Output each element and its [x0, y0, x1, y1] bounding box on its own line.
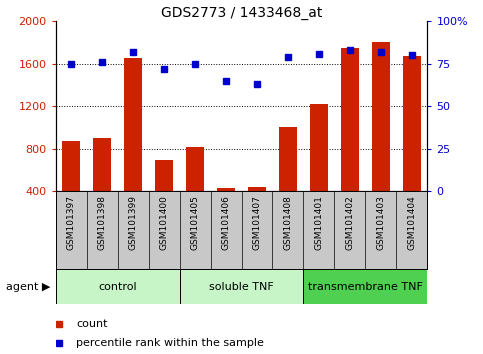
Bar — [303, 269, 427, 304]
Text: GSM101404: GSM101404 — [408, 195, 416, 250]
Bar — [155, 160, 173, 191]
Text: GSM101400: GSM101400 — [159, 195, 169, 250]
Bar — [248, 187, 266, 191]
Bar — [186, 147, 204, 191]
Text: GSM101408: GSM101408 — [284, 195, 293, 250]
Bar — [217, 188, 235, 191]
Bar — [124, 58, 142, 191]
Bar — [341, 48, 359, 191]
Bar — [403, 56, 421, 191]
Text: transmembrane TNF: transmembrane TNF — [308, 282, 423, 292]
Bar — [62, 141, 80, 191]
Text: count: count — [76, 319, 108, 329]
Text: GSM101398: GSM101398 — [98, 195, 107, 250]
Text: agent ▶: agent ▶ — [6, 282, 51, 292]
Text: soluble TNF: soluble TNF — [209, 282, 274, 292]
Text: GSM101399: GSM101399 — [128, 195, 138, 250]
Text: GSM101401: GSM101401 — [314, 195, 324, 250]
Text: GSM101407: GSM101407 — [253, 195, 261, 250]
Text: percentile rank within the sample: percentile rank within the sample — [76, 338, 264, 348]
Text: GSM101402: GSM101402 — [345, 195, 355, 250]
Text: GSM101406: GSM101406 — [222, 195, 230, 250]
Text: GSM101403: GSM101403 — [376, 195, 385, 250]
Bar — [279, 127, 297, 191]
Text: control: control — [98, 282, 137, 292]
Bar — [56, 269, 180, 304]
Bar — [180, 269, 303, 304]
Bar — [310, 104, 328, 191]
Text: GSM101405: GSM101405 — [190, 195, 199, 250]
Title: GDS2773 / 1433468_at: GDS2773 / 1433468_at — [161, 6, 322, 20]
Bar — [93, 138, 112, 191]
Text: GSM101397: GSM101397 — [67, 195, 75, 250]
Bar — [372, 42, 390, 191]
